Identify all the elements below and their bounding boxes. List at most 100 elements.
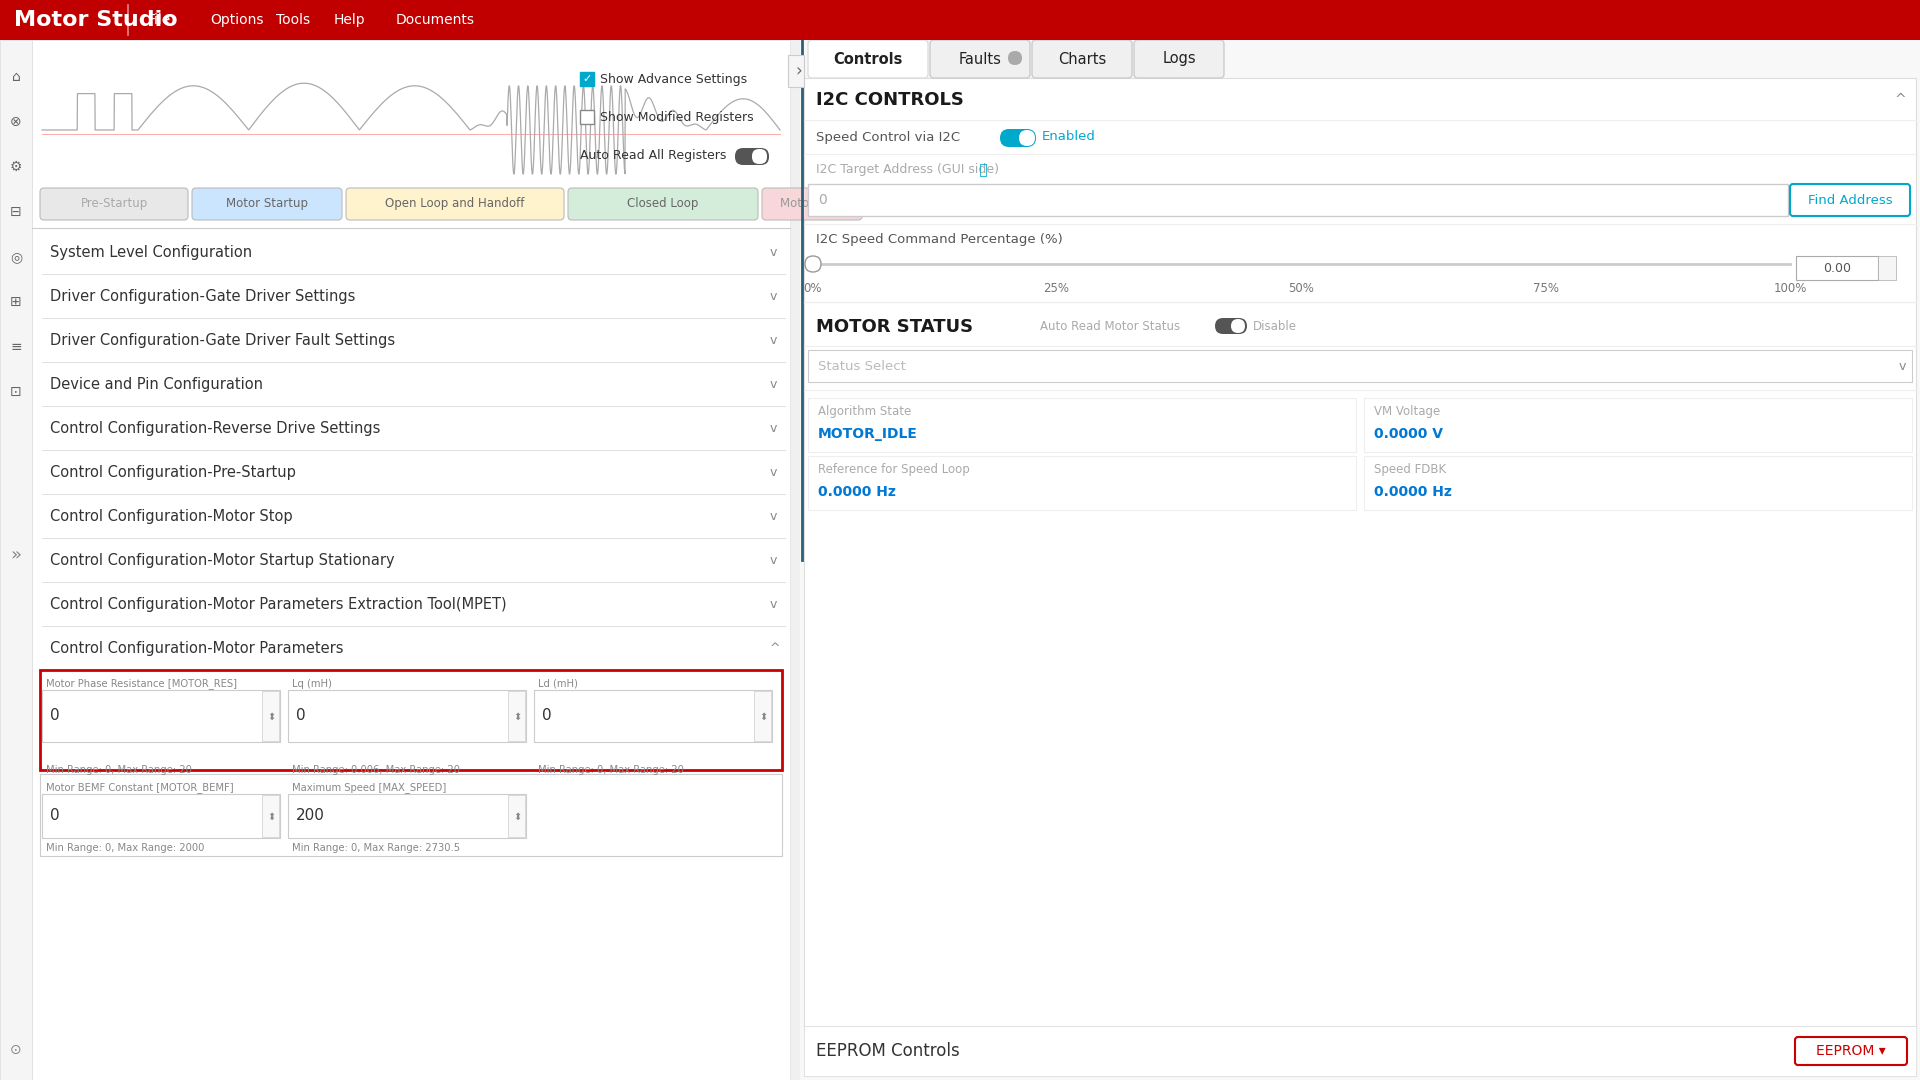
Text: Ld (mH): Ld (mH) <box>538 679 578 689</box>
Text: v: v <box>770 465 778 478</box>
Text: Faults: Faults <box>958 52 1002 67</box>
Bar <box>1878 256 1895 280</box>
Bar <box>1363 456 1912 510</box>
Text: 100%: 100% <box>1774 282 1807 295</box>
Text: Find Address: Find Address <box>1809 193 1893 206</box>
Text: ⚙: ⚙ <box>10 160 23 174</box>
Text: »: » <box>10 546 21 564</box>
Text: Speed Control via I2C: Speed Control via I2C <box>816 131 960 144</box>
Text: Tools: Tools <box>276 13 311 27</box>
Text: Help: Help <box>334 13 365 27</box>
Text: Pre-Startup: Pre-Startup <box>81 198 148 211</box>
Bar <box>580 72 593 86</box>
Text: ^: ^ <box>770 642 781 654</box>
Text: 0.0000 V: 0.0000 V <box>1375 427 1444 441</box>
Text: I2C Speed Command Percentage (%): I2C Speed Command Percentage (%) <box>816 233 1064 246</box>
Text: Logs: Logs <box>1162 52 1196 67</box>
Text: ⬍: ⬍ <box>513 712 520 723</box>
Text: Maximum Speed [MAX_SPEED]: Maximum Speed [MAX_SPEED] <box>292 783 445 794</box>
Text: ≡: ≡ <box>10 340 21 354</box>
Bar <box>40 670 781 770</box>
Text: 25%: 25% <box>1043 282 1069 295</box>
Text: Charts: Charts <box>1058 52 1106 67</box>
Text: ⬍: ⬍ <box>267 812 275 822</box>
Text: Algorithm State: Algorithm State <box>818 405 912 418</box>
Bar <box>534 690 772 742</box>
Text: Min Range: 0.006, Max Range: 20: Min Range: 0.006, Max Range: 20 <box>292 765 461 775</box>
Text: Open Loop and Handoff: Open Loop and Handoff <box>386 198 524 211</box>
Text: Motor Studio: Motor Studio <box>13 10 179 30</box>
Text: 0: 0 <box>541 708 551 724</box>
Text: 0: 0 <box>296 708 305 724</box>
Bar <box>808 350 1912 382</box>
Text: ⬍: ⬍ <box>513 812 520 822</box>
Text: ⊙: ⊙ <box>10 1043 21 1057</box>
Text: Min Range: 0, Max Range: 20: Min Range: 0, Max Range: 20 <box>538 765 684 775</box>
Text: Motor Stop: Motor Stop <box>780 198 845 211</box>
Text: 0.0000 Hz: 0.0000 Hz <box>1375 485 1452 499</box>
Bar <box>1795 256 1878 280</box>
Text: Enabled: Enabled <box>1043 131 1096 144</box>
Text: Min Range: 0, Max Range: 2000: Min Range: 0, Max Range: 2000 <box>46 843 204 853</box>
Text: ⓘ: ⓘ <box>975 163 987 177</box>
Bar <box>33 40 789 1080</box>
Text: VM Voltage: VM Voltage <box>1375 405 1440 418</box>
Text: v: v <box>770 421 778 434</box>
Text: EEPROM Controls: EEPROM Controls <box>816 1042 960 1059</box>
Text: MOTOR_IDLE: MOTOR_IDLE <box>818 427 918 441</box>
FancyBboxPatch shape <box>804 256 822 272</box>
Text: Lq (mH): Lq (mH) <box>292 679 332 689</box>
Bar <box>0 40 33 1080</box>
Bar <box>509 691 524 741</box>
Text: Driver Configuration-Gate Driver Settings: Driver Configuration-Gate Driver Setting… <box>50 288 355 303</box>
Bar <box>509 795 524 837</box>
Text: v: v <box>770 510 778 523</box>
Text: Device and Pin Configuration: Device and Pin Configuration <box>50 377 263 391</box>
Text: Controls: Controls <box>833 52 902 67</box>
FancyBboxPatch shape <box>1135 40 1225 78</box>
Text: Reference for Speed Loop: Reference for Speed Loop <box>818 463 970 476</box>
Text: v: v <box>770 334 778 347</box>
Text: Show Advance Settings: Show Advance Settings <box>599 72 747 85</box>
Text: Options: Options <box>209 13 263 27</box>
Bar <box>801 40 1920 1080</box>
Bar <box>804 78 1916 1076</box>
Text: ›: › <box>795 62 803 80</box>
Text: ◎: ◎ <box>10 249 21 264</box>
Bar <box>808 399 1356 453</box>
Bar <box>261 795 278 837</box>
Bar <box>0 0 1920 40</box>
Text: Min Range: 0, Max Range: 2730.5: Min Range: 0, Max Range: 2730.5 <box>292 843 461 853</box>
Text: System Level Configuration: System Level Configuration <box>50 244 252 259</box>
Text: Control Configuration-Motor Parameters: Control Configuration-Motor Parameters <box>50 640 344 656</box>
Text: v: v <box>770 378 778 391</box>
Text: Motor BEMF Constant [MOTOR_BEMF]: Motor BEMF Constant [MOTOR_BEMF] <box>46 783 234 794</box>
Bar <box>808 184 1788 216</box>
Bar <box>580 110 593 124</box>
Text: ^: ^ <box>1895 93 1907 107</box>
Text: Driver Configuration-Gate Driver Fault Settings: Driver Configuration-Gate Driver Fault S… <box>50 333 396 348</box>
FancyBboxPatch shape <box>346 188 564 220</box>
Text: ⬍: ⬍ <box>758 712 768 723</box>
Text: Documents: Documents <box>396 13 474 27</box>
Text: 50%: 50% <box>1288 282 1313 295</box>
Text: 0: 0 <box>50 809 60 823</box>
Text: 0.0000 Hz: 0.0000 Hz <box>818 485 897 499</box>
Text: I2C Target Address (GUI side): I2C Target Address (GUI side) <box>816 163 998 176</box>
Text: Motor Startup: Motor Startup <box>227 198 307 211</box>
Text: v: v <box>770 553 778 567</box>
Text: Control Configuration-Pre-Startup: Control Configuration-Pre-Startup <box>50 464 296 480</box>
FancyBboxPatch shape <box>1033 40 1133 78</box>
Text: v: v <box>770 245 778 258</box>
Bar <box>755 691 772 741</box>
FancyBboxPatch shape <box>1231 319 1244 333</box>
Text: Speed FDBK: Speed FDBK <box>1375 463 1446 476</box>
Text: 0: 0 <box>50 708 60 724</box>
FancyBboxPatch shape <box>1789 184 1910 216</box>
Text: v: v <box>1899 360 1907 373</box>
Bar <box>288 690 526 742</box>
Text: Control Configuration-Motor Parameters Extraction Tool(MPET): Control Configuration-Motor Parameters E… <box>50 596 507 611</box>
Bar <box>42 794 280 838</box>
Bar <box>804 1026 1916 1076</box>
FancyBboxPatch shape <box>762 188 862 220</box>
